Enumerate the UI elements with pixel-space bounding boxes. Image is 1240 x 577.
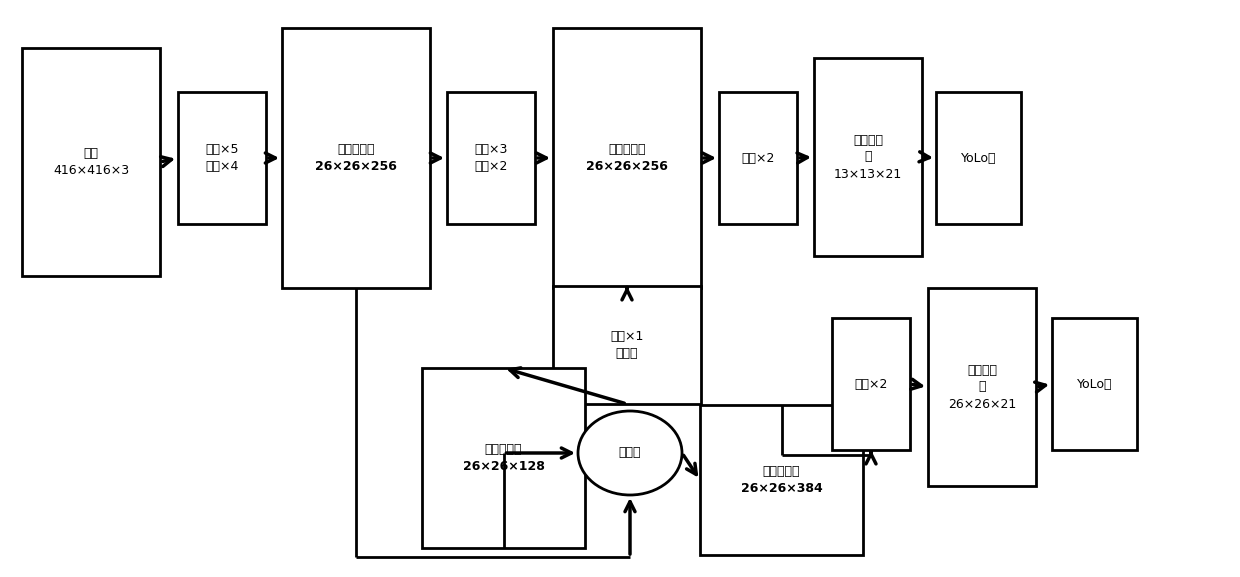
Bar	[719, 92, 797, 224]
Text: YoLo层: YoLo层	[1076, 377, 1112, 391]
Bar	[928, 288, 1035, 486]
Text: 中间特征图
26×26×128: 中间特征图 26×26×128	[463, 443, 544, 473]
Bar	[422, 368, 585, 548]
Text: YoLo层: YoLo层	[961, 152, 996, 164]
Ellipse shape	[578, 411, 682, 495]
Text: 卷积×2: 卷积×2	[742, 152, 775, 164]
Bar	[832, 318, 910, 450]
Text: 中间特征图
26×26×384: 中间特征图 26×26×384	[740, 465, 822, 495]
Text: 连接层: 连接层	[619, 447, 641, 459]
Text: 输出特征
图
13×13×21: 输出特征 图 13×13×21	[833, 133, 903, 181]
Bar	[446, 92, 534, 224]
Bar	[179, 92, 267, 224]
Text: 卷积×1
上采样: 卷积×1 上采样	[610, 330, 644, 360]
Text: 输出特征
图
26×26×21: 输出特征 图 26×26×21	[947, 364, 1016, 410]
Bar	[936, 92, 1021, 224]
Text: 卷积×5
池化×4: 卷积×5 池化×4	[206, 143, 239, 173]
Bar	[553, 286, 701, 404]
Text: 中间特征图
26×26×256: 中间特征图 26×26×256	[315, 143, 397, 173]
Bar	[1052, 318, 1137, 450]
Text: 卷积×2: 卷积×2	[854, 377, 888, 391]
Text: 中间特征图
26×26×256: 中间特征图 26×26×256	[587, 143, 668, 173]
Text: 输入
416×416×3: 输入 416×416×3	[53, 147, 129, 177]
Bar	[281, 28, 430, 288]
Bar	[553, 28, 701, 288]
Bar	[22, 48, 160, 276]
Text: 卷积×3
池化×2: 卷积×3 池化×2	[475, 143, 507, 173]
Bar	[813, 58, 923, 256]
Bar	[701, 405, 863, 555]
